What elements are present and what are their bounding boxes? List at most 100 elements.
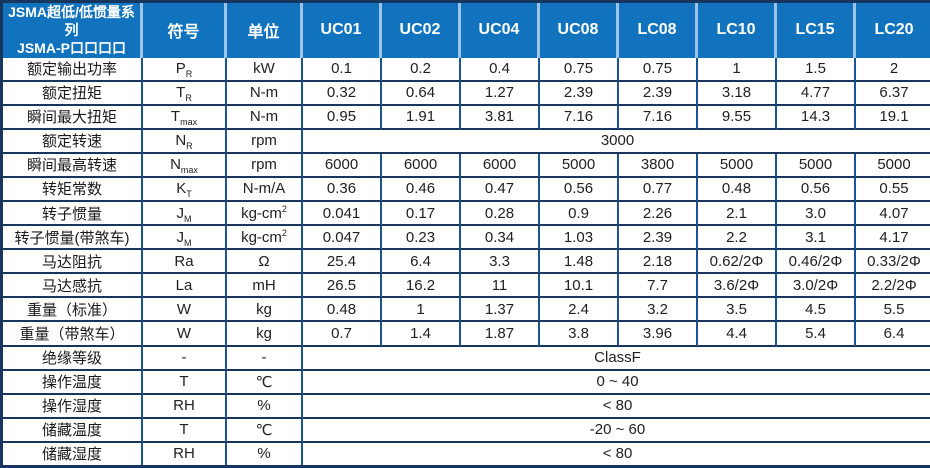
cell-value: 0.4 (461, 57, 540, 82)
cell-value: 5.5 (856, 298, 930, 323)
cell-value: 2.39 (619, 226, 698, 251)
row-symbol: Tmax (143, 105, 227, 130)
table-row: 瞬间最大扭矩 Tmax N-m 0.95 1.91 3.81 7.16 7.16 9.55 14.… (3, 105, 930, 130)
row-unit: rpm (227, 129, 303, 154)
cell-value: 0.7 (303, 322, 382, 347)
row-label: 绝缘等级 (3, 346, 143, 371)
symbol-main: RH (173, 397, 195, 415)
series-title-line1: JSMA超低/低惯量系列 (8, 4, 135, 39)
cell-value: 3.1 (777, 226, 856, 251)
symbol-main: T (179, 373, 189, 391)
row-unit: N-m (227, 81, 303, 106)
spec-table-body: 额定输出功率 PR kW 0.1 0.2 0.4 0.75 0.75 1 1.5 2 额定扭矩 TR N-… (3, 57, 930, 465)
merged-value: 0 ~ 40 (303, 370, 930, 395)
cell-value: 16.2 (382, 274, 461, 299)
unit-main: Ω (258, 252, 270, 270)
table-row: 操作温度 T ℃ 0 ~ 40 (3, 370, 930, 395)
model-column-header-uc04: UC04 (461, 3, 540, 58)
symbol-main: - (181, 349, 187, 367)
unit-main: kg (256, 300, 272, 318)
cell-value: 0.17 (382, 202, 461, 227)
row-symbol: Ra (143, 250, 227, 275)
table-row: 马达阻抗 Ra Ω 25.4 6.4 3.3 1.48 2.18 0.62/2Φ 0.46/2Φ 0… (3, 250, 930, 275)
unit-main: kW (253, 60, 275, 78)
symbol-main: W (176, 300, 192, 318)
cell-value: 0.64 (382, 81, 461, 106)
model-column-header-uc01: UC01 (303, 3, 382, 58)
cell-value: 4.5 (777, 298, 856, 323)
unit-main: % (257, 445, 271, 463)
symbol-main: RH (173, 445, 195, 463)
unit-main: % (257, 397, 271, 415)
cell-value: 3.81 (461, 105, 540, 130)
symbol-main: T (176, 84, 186, 102)
cell-value: 1.4 (382, 322, 461, 347)
symbol-subscript: R (186, 141, 193, 152)
cell-value: 2.18 (619, 250, 698, 275)
cell-value: 0.047 (303, 226, 382, 251)
row-unit: ℃ (227, 370, 303, 395)
unit-main: ℃ (255, 421, 273, 439)
symbol-subscript: R (185, 93, 192, 104)
cell-value: 3.2 (619, 298, 698, 323)
table-row: 额定输出功率 PR kW 0.1 0.2 0.4 0.75 0.75 1 1.5 2 (3, 57, 930, 82)
merged-value: < 80 (303, 442, 930, 465)
cell-value: 0.23 (382, 226, 461, 251)
cell-value: 2 (856, 57, 930, 82)
model-column-header-lc15: LC15 (777, 3, 856, 58)
row-label: 操作湿度 (3, 394, 143, 419)
symbol-main: T (170, 108, 181, 126)
cell-value: 6000 (303, 153, 382, 178)
cell-value: 6.4 (382, 250, 461, 275)
cell-value: 26.5 (303, 274, 382, 299)
cell-value: 0.9 (540, 202, 619, 227)
cell-value: 1 (382, 298, 461, 323)
cell-value: 0.48 (698, 177, 777, 203)
cell-value: 3.96 (619, 322, 698, 347)
symbol-main: J (176, 228, 185, 246)
symbol-main: Ra (174, 252, 194, 270)
row-symbol: NR (143, 129, 227, 154)
unit-main: rpm (251, 156, 277, 174)
row-unit: Ω (227, 250, 303, 275)
row-unit: N-m/A (227, 177, 303, 203)
row-unit: ℃ (227, 418, 303, 443)
merged-value: -20 ~ 60 (303, 418, 930, 443)
cell-value: 0.46/2Φ (777, 250, 856, 275)
model-column-header-lc10: LC10 (698, 3, 777, 58)
row-symbol: RH (143, 394, 227, 419)
merged-value: ClassF (303, 346, 930, 371)
cell-value: 7.16 (540, 105, 619, 130)
cell-value: 4.07 (856, 202, 930, 227)
row-label: 操作温度 (3, 370, 143, 395)
cell-value: 2.39 (619, 81, 698, 106)
row-symbol: T (143, 370, 227, 395)
cell-value: 1.37 (461, 298, 540, 323)
header-row: JSMA超低/低惯量系列 JSMA-P口口口口 符号 单位 UC01 UC02 … (3, 3, 930, 58)
model-column-header-lc20: LC20 (856, 3, 930, 58)
symbol-subscript: M (184, 213, 192, 224)
model-column-header-lc08: LC08 (619, 3, 698, 58)
cell-value: 3800 (619, 153, 698, 178)
row-label: 重量（标准） (3, 298, 143, 323)
unit-main: rpm (251, 132, 277, 150)
cell-value: 4.4 (698, 322, 777, 347)
table-row: 绝缘等级 - - ClassF (3, 346, 930, 371)
cell-value: 3.3 (461, 250, 540, 275)
row-label: 马达阻抗 (3, 250, 143, 275)
symbol-subscript: M (184, 237, 192, 248)
cell-value: 0.95 (303, 105, 382, 130)
cell-value: 2.26 (619, 202, 698, 227)
row-symbol: La (143, 274, 227, 299)
model-column-header-uc08: UC08 (540, 3, 619, 58)
cell-value: 6.4 (856, 322, 930, 347)
cell-value: 2.2 (698, 226, 777, 251)
symbol-main: P (175, 60, 186, 78)
cell-value: 7.16 (619, 105, 698, 130)
cell-value: 3.0/2Φ (777, 274, 856, 299)
row-symbol: Nmax (143, 153, 227, 178)
row-symbol: - (143, 346, 227, 371)
merged-value: < 80 (303, 394, 930, 419)
symbol-main: T (179, 421, 189, 439)
row-label: 重量（带煞车） (3, 322, 143, 347)
